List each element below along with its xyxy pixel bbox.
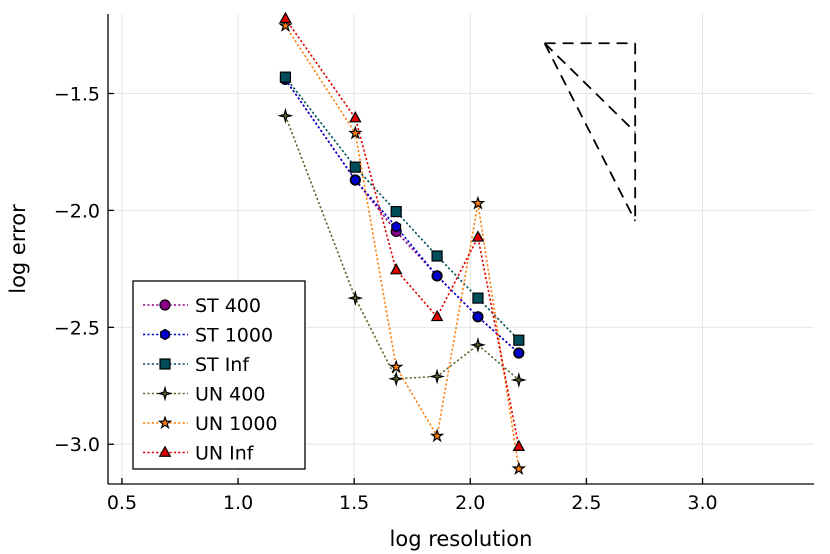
data-point	[279, 11, 292, 24]
grid-lines	[108, 14, 814, 484]
data-point	[278, 18, 293, 32]
data-point	[473, 311, 483, 323]
data-point	[510, 371, 527, 388]
series-line	[284, 25, 520, 469]
data-point	[472, 292, 484, 304]
reference-slope-line	[543, 42, 636, 133]
data-point	[469, 336, 486, 353]
legend-label: ST Inf	[195, 354, 250, 376]
data-point	[432, 270, 443, 282]
data-point	[391, 221, 402, 233]
data-point	[347, 290, 364, 307]
data-point	[159, 299, 171, 311]
x-tick-label: 3.0	[687, 492, 717, 514]
reference-slope-line	[543, 42, 636, 222]
legend-label: UN Inf	[195, 443, 255, 465]
reference-slope-triangle	[543, 42, 637, 222]
legend-label: UN 1000	[195, 413, 278, 435]
data-point	[157, 415, 173, 430]
data-point	[429, 368, 446, 385]
series-un-400	[277, 107, 527, 388]
series-line	[284, 115, 520, 381]
legend-entry: ST Inf	[143, 354, 250, 376]
x-tick-label: 2.0	[455, 492, 485, 514]
data-point	[388, 370, 405, 387]
y-tick-label: −3.0	[54, 434, 100, 456]
tick-labels: 0.5 1.0 1.5 2.0 2.5 3.0 −1.5 −2.0 −2.5 −3.0	[54, 84, 718, 514]
series-st-inf	[279, 71, 525, 346]
y-tick-label: −1.5	[54, 84, 100, 106]
data-point	[513, 334, 525, 346]
legend-entry: UN 1000	[143, 413, 278, 435]
data-point	[431, 250, 443, 262]
data-point	[156, 385, 174, 402]
data-point	[348, 125, 363, 140]
x-tick-label: 1.0	[223, 492, 253, 514]
y-axis-label: log error	[6, 204, 30, 294]
legend-entry: UN 400	[143, 384, 265, 406]
axes	[107, 14, 814, 485]
data-point	[159, 358, 171, 370]
data-point	[349, 161, 361, 173]
series-line	[284, 79, 520, 354]
x-axis-label: log resolution	[390, 527, 533, 551]
data-series	[277, 11, 527, 475]
x-tick-label: 0.5	[107, 492, 137, 514]
data-point	[389, 263, 403, 275]
data-point	[513, 347, 524, 359]
y-tick-label: −2.0	[54, 200, 100, 222]
series-un-inf	[279, 11, 526, 451]
data-point	[349, 111, 362, 123]
x-tick-label: 2.5	[571, 492, 601, 514]
data-point	[511, 461, 527, 475]
data-point	[388, 359, 404, 374]
data-point	[160, 328, 170, 341]
legend-box	[132, 280, 306, 470]
series-un-1000	[278, 18, 527, 475]
legend-entry: ST 400	[143, 295, 261, 317]
y-tick-label: −2.5	[54, 317, 100, 339]
data-point	[277, 107, 294, 124]
legend-entry: UN Inf	[143, 443, 255, 465]
legend-entry: ST 1000	[143, 325, 273, 347]
series-line	[284, 18, 520, 447]
x-tick-label: 1.5	[339, 492, 369, 514]
data-point	[470, 195, 486, 210]
legend-label: UN 400	[195, 384, 265, 406]
data-point	[158, 445, 172, 457]
data-point	[390, 205, 402, 218]
data-point	[429, 428, 445, 443]
data-point	[279, 71, 292, 83]
data-point	[350, 174, 361, 186]
legend-label: ST 400	[195, 295, 261, 317]
data-point	[430, 309, 444, 322]
legend: ST 400 ST 1000 ST Inf UN 400 UN 1000 UN Inf	[132, 280, 306, 470]
data-point	[471, 230, 485, 242]
legend-label: ST 1000	[195, 325, 273, 347]
data-point	[512, 439, 526, 451]
series-line	[284, 76, 520, 341]
